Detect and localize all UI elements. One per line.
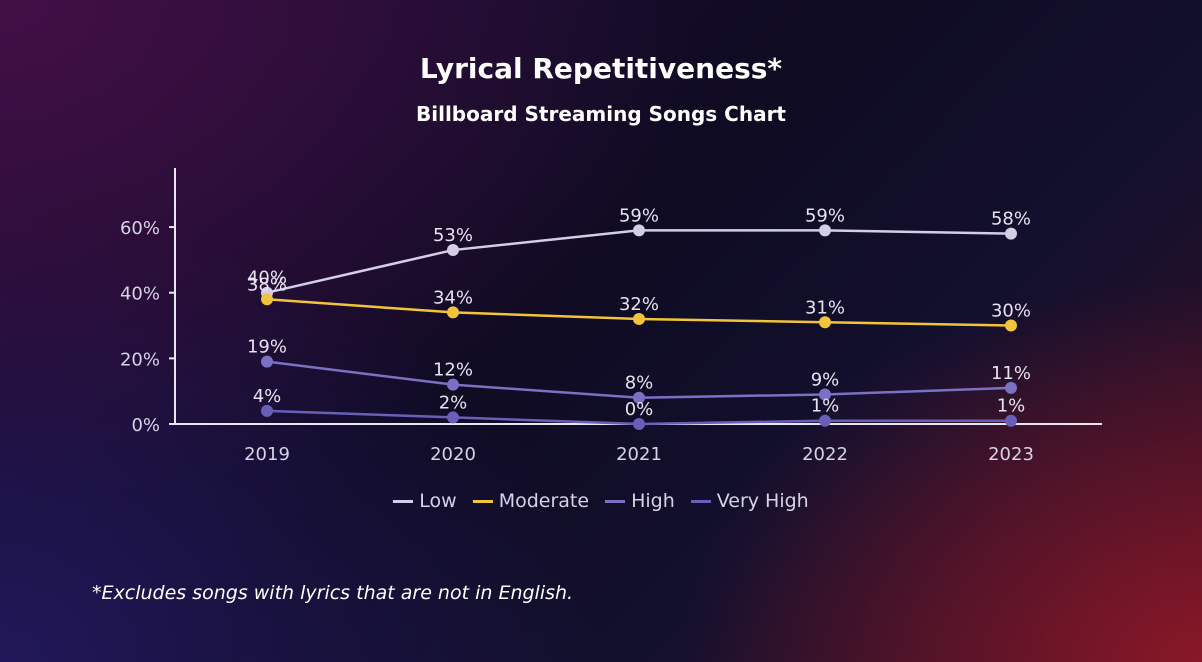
data-label-very-high: 2% [439, 392, 468, 413]
legend-label: Low [419, 490, 457, 512]
data-label-very-high: 1% [997, 396, 1026, 417]
data-point-moderate [633, 312, 645, 325]
data-label-high: 9% [811, 369, 840, 390]
data-label-high: 8% [625, 373, 654, 394]
series-layer [261, 224, 1017, 430]
data-point-very-high [633, 418, 645, 430]
y-tick-label: 60% [120, 218, 160, 239]
data-label-moderate: 34% [433, 287, 473, 308]
data-label-moderate: 38% [247, 274, 287, 295]
data-point-high [819, 388, 831, 401]
data-label-low: 40% [247, 268, 287, 289]
x-tick-label: 2023 [988, 444, 1034, 465]
data-label-high: 11% [991, 363, 1031, 384]
data-point-low [633, 224, 645, 237]
data-label-low: 58% [991, 209, 1031, 230]
legend-swatch [393, 499, 414, 503]
legend-label: Moderate [498, 490, 590, 512]
data-point-very-high [819, 414, 831, 427]
legend-item-low: Low [393, 490, 457, 512]
y-tick-label: 40% [120, 284, 160, 305]
y-tick-label: 20% [120, 349, 160, 370]
x-tick-label: 2021 [616, 444, 662, 465]
data-point-moderate [261, 293, 273, 306]
data-point-low [447, 244, 459, 257]
legend-item-very-high: Very High [690, 490, 809, 512]
data-point-high [633, 391, 645, 404]
data-point-very-high [447, 411, 459, 424]
data-label-low: 59% [805, 205, 845, 226]
data-label-low: 53% [433, 225, 473, 246]
chart-title: Lyrical Repetitiveness* [419, 52, 783, 85]
data-label-very-high: 4% [253, 386, 282, 407]
legend-item-high: High [605, 490, 675, 512]
data-label-very-high: 0% [625, 399, 654, 420]
chart-subtitle: Billboard Streaming Songs Chart [415, 102, 786, 126]
data-point-very-high [1005, 414, 1017, 427]
data-label-low: 59% [619, 205, 659, 226]
data-point-high [261, 355, 273, 368]
legend-swatch [472, 499, 493, 503]
x-tick-label: 2020 [430, 444, 476, 465]
data-point-very-high [261, 404, 273, 417]
data-point-moderate [819, 316, 831, 329]
data-point-moderate [447, 306, 459, 319]
legend: Low Moderate High Very High [0, 490, 1202, 512]
legend-item-moderate: Moderate [472, 490, 590, 512]
legend-swatch [605, 499, 626, 503]
data-point-low [1005, 227, 1017, 240]
series-line-low [266, 229, 1012, 294]
data-labels: 40% 53% 59% 59% 58% 38% 34% 32% 31% 30% 19% 12% 8% 9%… [247, 205, 1031, 420]
data-point-high [447, 378, 459, 391]
data-label-high: 12% [433, 360, 473, 381]
data-point-high [1005, 381, 1017, 394]
data-label-high: 19% [247, 337, 287, 358]
axes: 0% 20% 40% 60% 2019 2020 2021 2022 2023 [120, 168, 1102, 465]
data-label-very-high: 1% [811, 396, 840, 417]
x-tick-label: 2022 [802, 444, 848, 465]
y-tick-label: 0% [131, 415, 160, 436]
data-label-moderate: 32% [619, 294, 659, 315]
x-tick-label: 2019 [244, 444, 290, 465]
footnote: *Excludes songs with lyrics that are not… [92, 582, 574, 604]
legend-swatch [690, 499, 711, 503]
legend-label: High [631, 490, 675, 512]
data-label-moderate: 31% [805, 297, 845, 318]
data-label-moderate: 30% [991, 301, 1031, 322]
legend-label: Very High [716, 490, 809, 512]
data-point-moderate [1005, 319, 1017, 332]
data-point-low [819, 224, 831, 237]
